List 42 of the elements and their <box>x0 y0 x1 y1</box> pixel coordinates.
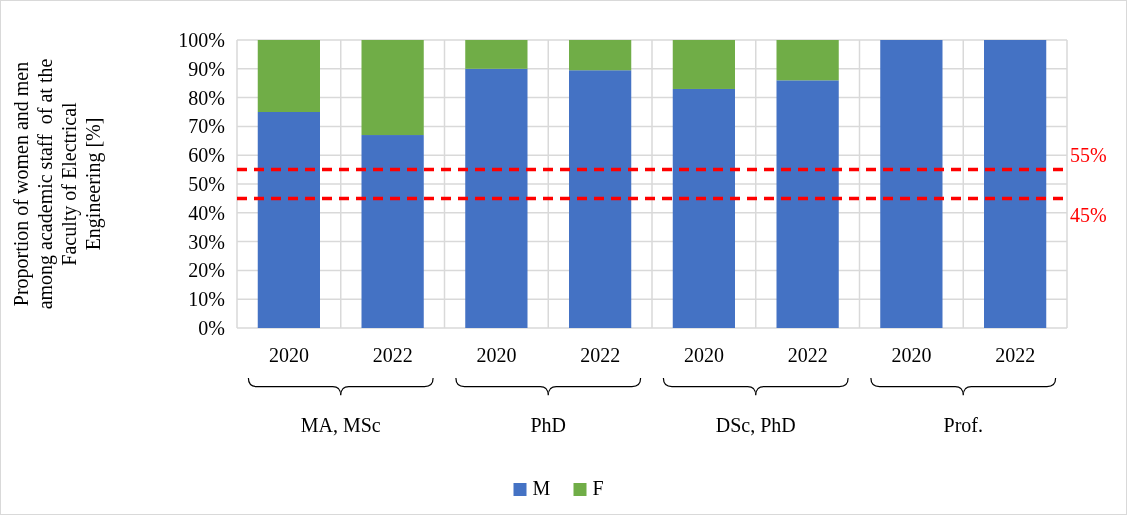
bar <box>880 40 943 328</box>
x-tick-label: 2022 <box>372 344 413 366</box>
text: DSc, PhD <box>715 414 796 436</box>
legend-label: F <box>592 477 604 499</box>
y-tick-label: 20% <box>188 259 225 282</box>
legend-label: M <box>532 477 551 499</box>
y-tick-label: 100% <box>178 29 225 51</box>
x-tick-label: 2022 <box>580 344 621 366</box>
y-tick-label: 0% <box>198 317 225 339</box>
bar <box>361 135 424 328</box>
bar <box>569 70 632 328</box>
text: PhD <box>530 414 567 436</box>
bar <box>984 40 1047 328</box>
x-tick-label: 2020 <box>683 344 724 366</box>
bar <box>465 40 528 69</box>
x-tick-label: 2020 <box>268 344 309 366</box>
bar <box>776 80 839 328</box>
bar <box>776 40 839 81</box>
bar <box>361 40 424 136</box>
y-axis-title: Proportion of women and men among academic staff of at the Faculty of Electrical Engineering [%] <box>10 58 105 310</box>
ref-line-label: 45% <box>1070 204 1107 227</box>
y-tick-label: 50% <box>188 173 225 195</box>
bar <box>672 40 735 89</box>
y-tick-label: 30% <box>188 230 225 253</box>
y-tick-label: 90% <box>188 57 225 80</box>
bar <box>465 68 528 328</box>
ref-line-label: 55% <box>1070 143 1107 166</box>
x-tick-label: 2022 <box>995 344 1036 366</box>
bar <box>672 88 735 328</box>
text: MA, MSc <box>300 414 381 436</box>
y-tick-label: 80% <box>188 86 225 109</box>
y-tick-label: 70% <box>188 115 225 138</box>
text: Prof. <box>943 414 983 436</box>
y-tick-label: 40% <box>188 201 225 224</box>
bar <box>257 40 320 112</box>
x-tick-label: 2020 <box>891 344 932 366</box>
y-tick-label: 60% <box>188 144 225 167</box>
y-tick-label: 10% <box>188 288 225 311</box>
x-tick-label: 2022 <box>787 344 828 366</box>
x-tick-label: 2020 <box>476 344 517 366</box>
bar <box>569 40 632 71</box>
bar <box>257 112 320 328</box>
